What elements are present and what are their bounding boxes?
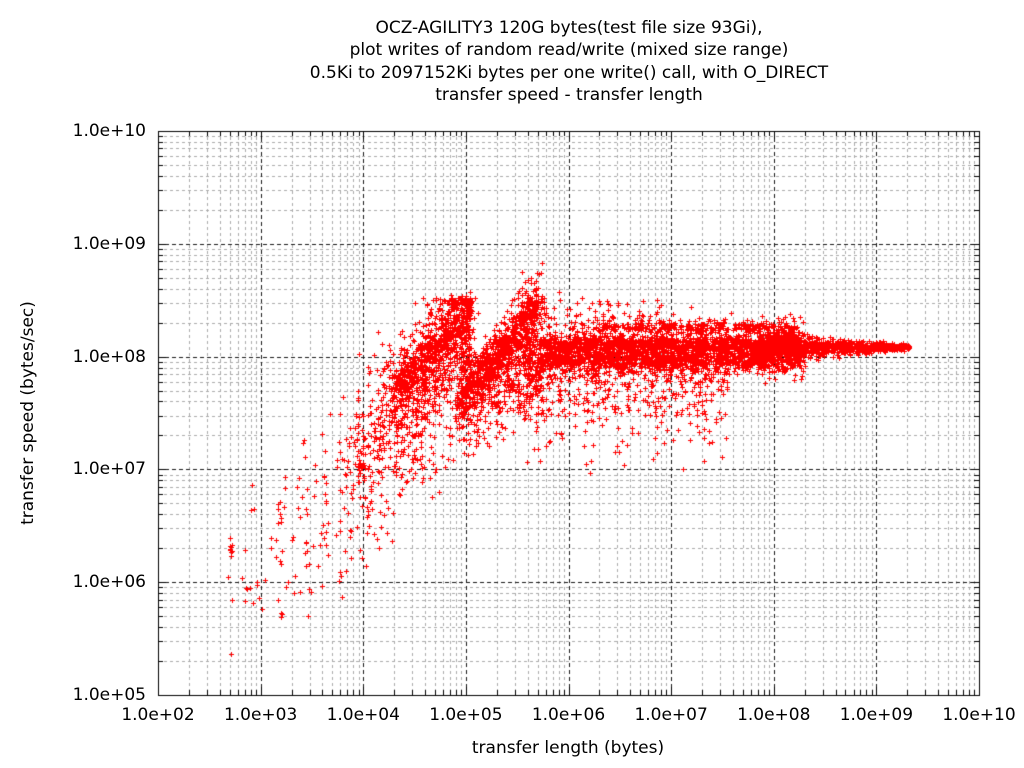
x-tick-label: 1.0e+02 xyxy=(121,705,195,725)
x-tick-label: 1.0e+06 xyxy=(531,705,606,725)
chart-title-line4: transfer speed - transfer length xyxy=(435,85,703,106)
x-tick-label: 1.0e+08 xyxy=(737,705,811,725)
chart-title: OCZ-AGILITY3 120G bytes(test file size 9… xyxy=(158,17,980,107)
chart-title-line1: OCZ-AGILITY3 120G bytes(test file size 9… xyxy=(375,18,763,38)
y-tick-label: 1.0e+05 xyxy=(72,685,146,705)
x-tick-label: 1.0e+04 xyxy=(326,705,400,725)
y-axis-title: transfer speed (bytes/sec) xyxy=(18,301,38,525)
y-tick-label: 1.0e+08 xyxy=(72,346,146,367)
x-axis-title: transfer length (bytes) xyxy=(471,738,665,758)
x-tick-label: 1.0e+05 xyxy=(429,705,503,725)
chart-title-line2: plot writes of random read/write (mixed … xyxy=(349,40,789,61)
x-tick-label: 1.0e+03 xyxy=(223,705,298,725)
x-tick-label: 1.0e+10 xyxy=(942,705,1016,725)
x-tick-label: 1.0e+07 xyxy=(634,705,708,725)
x-tick-label: 1.0e+09 xyxy=(839,705,914,725)
y-tick-label: 1.0e+06 xyxy=(72,572,146,593)
chart-title-line3: 0.5Ki to 2097152Ki bytes per one write()… xyxy=(309,62,829,83)
y-tick-label: 1.0e+07 xyxy=(72,459,146,480)
y-tick-label: 1.0e+09 xyxy=(72,233,146,254)
y-tick-label: 1.0e+10 xyxy=(72,121,146,141)
